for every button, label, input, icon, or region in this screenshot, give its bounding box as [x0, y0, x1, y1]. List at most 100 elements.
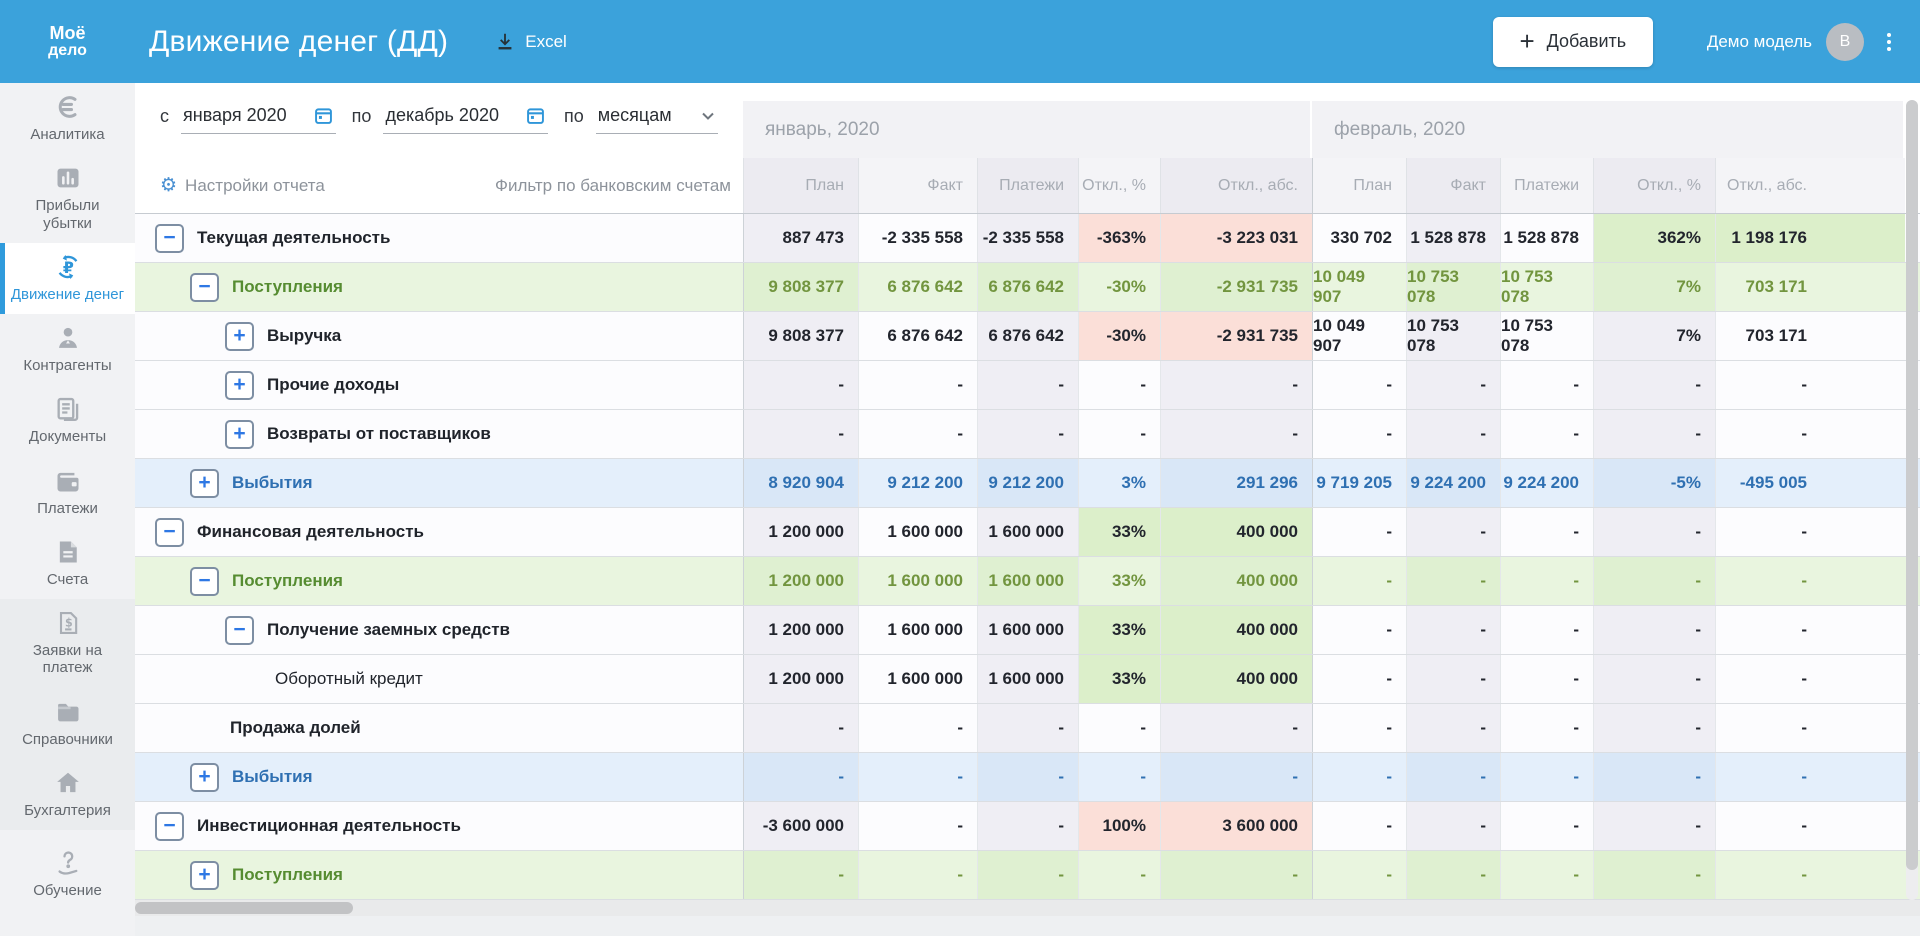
expand-icon[interactable]: +	[190, 763, 219, 792]
row-label[interactable]: Поступления	[232, 571, 343, 591]
value-cell: -	[1312, 851, 1406, 899]
expand-icon[interactable]: +	[225, 420, 254, 449]
value-cell: 10 753 078	[1500, 312, 1593, 360]
table-header-row: ⚙ Настройки отчета Фильтр по банковским …	[135, 158, 1920, 214]
horizontal-scrollbar-thumb[interactable]	[135, 902, 353, 914]
date-filters: с января 2020 по декабрь 2020 по месяцам	[160, 103, 718, 134]
add-button[interactable]: + Добавить	[1493, 17, 1653, 67]
month-header-label: январь, 2020	[765, 119, 880, 141]
sidebar-item-cash-flow[interactable]: ₽Движение денег	[0, 243, 135, 314]
value-cell: 3%	[1078, 459, 1160, 507]
calendar-icon[interactable]	[525, 105, 546, 126]
sidebar-item-analytics[interactable]: Аналитика	[0, 83, 135, 154]
row-label[interactable]: Получение заемных средств	[267, 620, 510, 640]
value-cell: -3 223 031	[1160, 214, 1312, 262]
avatar[interactable]: В	[1826, 23, 1864, 61]
sidebar-item-training[interactable]: Обучение	[0, 839, 135, 910]
column-header: Факт	[858, 158, 977, 213]
profit-loss-icon	[54, 164, 82, 192]
sidebar-item-contractors[interactable]: Контрагенты	[0, 314, 135, 385]
kebab-menu-icon[interactable]	[1880, 33, 1898, 51]
collapse-icon[interactable]: −	[190, 567, 219, 596]
value-cell: 703 171	[1715, 312, 1905, 360]
value-cell: 6 876 642	[858, 263, 977, 311]
gear-icon: ⚙	[160, 176, 177, 195]
value-cell: 1 600 000	[858, 557, 977, 605]
column-header: Откл., %	[1078, 158, 1160, 213]
value-cell: 291 296	[1160, 459, 1312, 507]
value-cell: 9 808 377	[743, 312, 858, 360]
calendar-icon[interactable]	[313, 105, 334, 126]
collapse-icon[interactable]: −	[155, 812, 184, 841]
report-settings-label: Настройки отчета	[185, 176, 325, 196]
bank-accounts-filter-link[interactable]: Фильтр по банковским счетам	[495, 176, 731, 196]
vertical-scrollbar-thumb[interactable]	[1906, 100, 1918, 870]
date-from-field[interactable]: января 2020	[181, 103, 336, 134]
value-cell: -	[858, 753, 977, 801]
download-icon	[494, 31, 516, 53]
value-cell: -	[1500, 557, 1593, 605]
sidebar-item-label: Документы	[29, 428, 106, 445]
row-label[interactable]: Текущая деятельность	[197, 228, 390, 248]
row-label[interactable]: Поступления	[232, 277, 343, 297]
value-cell: 1 528 878	[1500, 214, 1593, 262]
table-row: Продажа долей----------	[135, 704, 1920, 753]
filter-bar: с января 2020 по декабрь 2020 по месяцам	[135, 83, 743, 158]
collapse-icon[interactable]: −	[225, 616, 254, 645]
row-label-cell: + Поступления	[135, 851, 743, 899]
date-to-field[interactable]: декабрь 2020	[383, 103, 548, 134]
value-cell: -	[1406, 802, 1500, 850]
sidebar-item-label: Счета	[47, 571, 88, 588]
row-label[interactable]: Финансовая деятельность	[197, 522, 424, 542]
training-icon	[54, 849, 82, 877]
value-cell: -	[977, 753, 1078, 801]
value-cell: -	[1500, 361, 1593, 409]
value-cell: -	[1715, 361, 1905, 409]
collapse-icon[interactable]: −	[155, 518, 184, 547]
report-settings-link[interactable]: ⚙ Настройки отчета	[160, 176, 325, 196]
sidebar-item-accounting[interactable]: Бухгалтерия	[0, 759, 135, 830]
sidebar-item-documents[interactable]: Документы	[0, 385, 135, 456]
payments-icon	[54, 467, 82, 495]
expand-icon[interactable]: +	[225, 371, 254, 400]
value-cell: -	[1500, 802, 1593, 850]
sidebar-item-label: Заявки на платеж	[33, 642, 102, 676]
row-label[interactable]: Прочие доходы	[267, 375, 399, 395]
row-label[interactable]: Выручка	[267, 326, 341, 346]
sidebar-item-profit-loss[interactable]: Прибыли убытки	[0, 154, 135, 243]
sidebar-item-label: Платежи	[37, 500, 98, 517]
collapse-icon[interactable]: −	[190, 273, 219, 302]
expand-icon[interactable]: +	[190, 469, 219, 498]
value-cell: -	[1715, 606, 1905, 654]
sidebar-item-invoices[interactable]: Счета	[0, 528, 135, 599]
value-cell: 8 920 904	[743, 459, 858, 507]
row-label[interactable]: Поступления	[232, 865, 343, 885]
row-label[interactable]: Инвестиционная деятельность	[197, 816, 461, 836]
value-cell: 6 876 642	[977, 263, 1078, 311]
value-cell: -	[1406, 410, 1500, 458]
group-by-select[interactable]: месяцам	[596, 103, 718, 134]
value-cell: -	[1160, 851, 1312, 899]
column-header: Откл., %	[1593, 158, 1715, 213]
value-cell: -	[743, 851, 858, 899]
value-cell: -	[1593, 851, 1715, 899]
sidebar-item-directories[interactable]: Справочники	[0, 688, 135, 759]
value-cell: -	[1406, 655, 1500, 703]
value-cell: -5%	[1593, 459, 1715, 507]
excel-export-button[interactable]: Excel	[494, 31, 567, 53]
expand-icon[interactable]: +	[225, 322, 254, 351]
value-cell: -	[858, 851, 977, 899]
accounting-icon	[54, 769, 82, 797]
sidebar-item-payment-request[interactable]: $Заявки на платеж	[0, 599, 135, 688]
expand-icon[interactable]: +	[190, 861, 219, 890]
row-label[interactable]: Возвраты от поставщиков	[267, 424, 491, 444]
period-band: с января 2020 по декабрь 2020 по месяцам	[135, 83, 1920, 158]
row-label[interactable]: Выбытия	[232, 473, 313, 493]
row-label-cell: −Финансовая деятельность	[135, 508, 743, 556]
value-cell: 1 200 000	[743, 606, 858, 654]
row-label[interactable]: Выбытия	[232, 767, 313, 787]
value-cell: -30%	[1078, 263, 1160, 311]
logo[interactable]: Моё дело	[0, 24, 135, 60]
sidebar-item-payments[interactable]: Платежи	[0, 457, 135, 528]
collapse-icon[interactable]: −	[155, 224, 184, 253]
